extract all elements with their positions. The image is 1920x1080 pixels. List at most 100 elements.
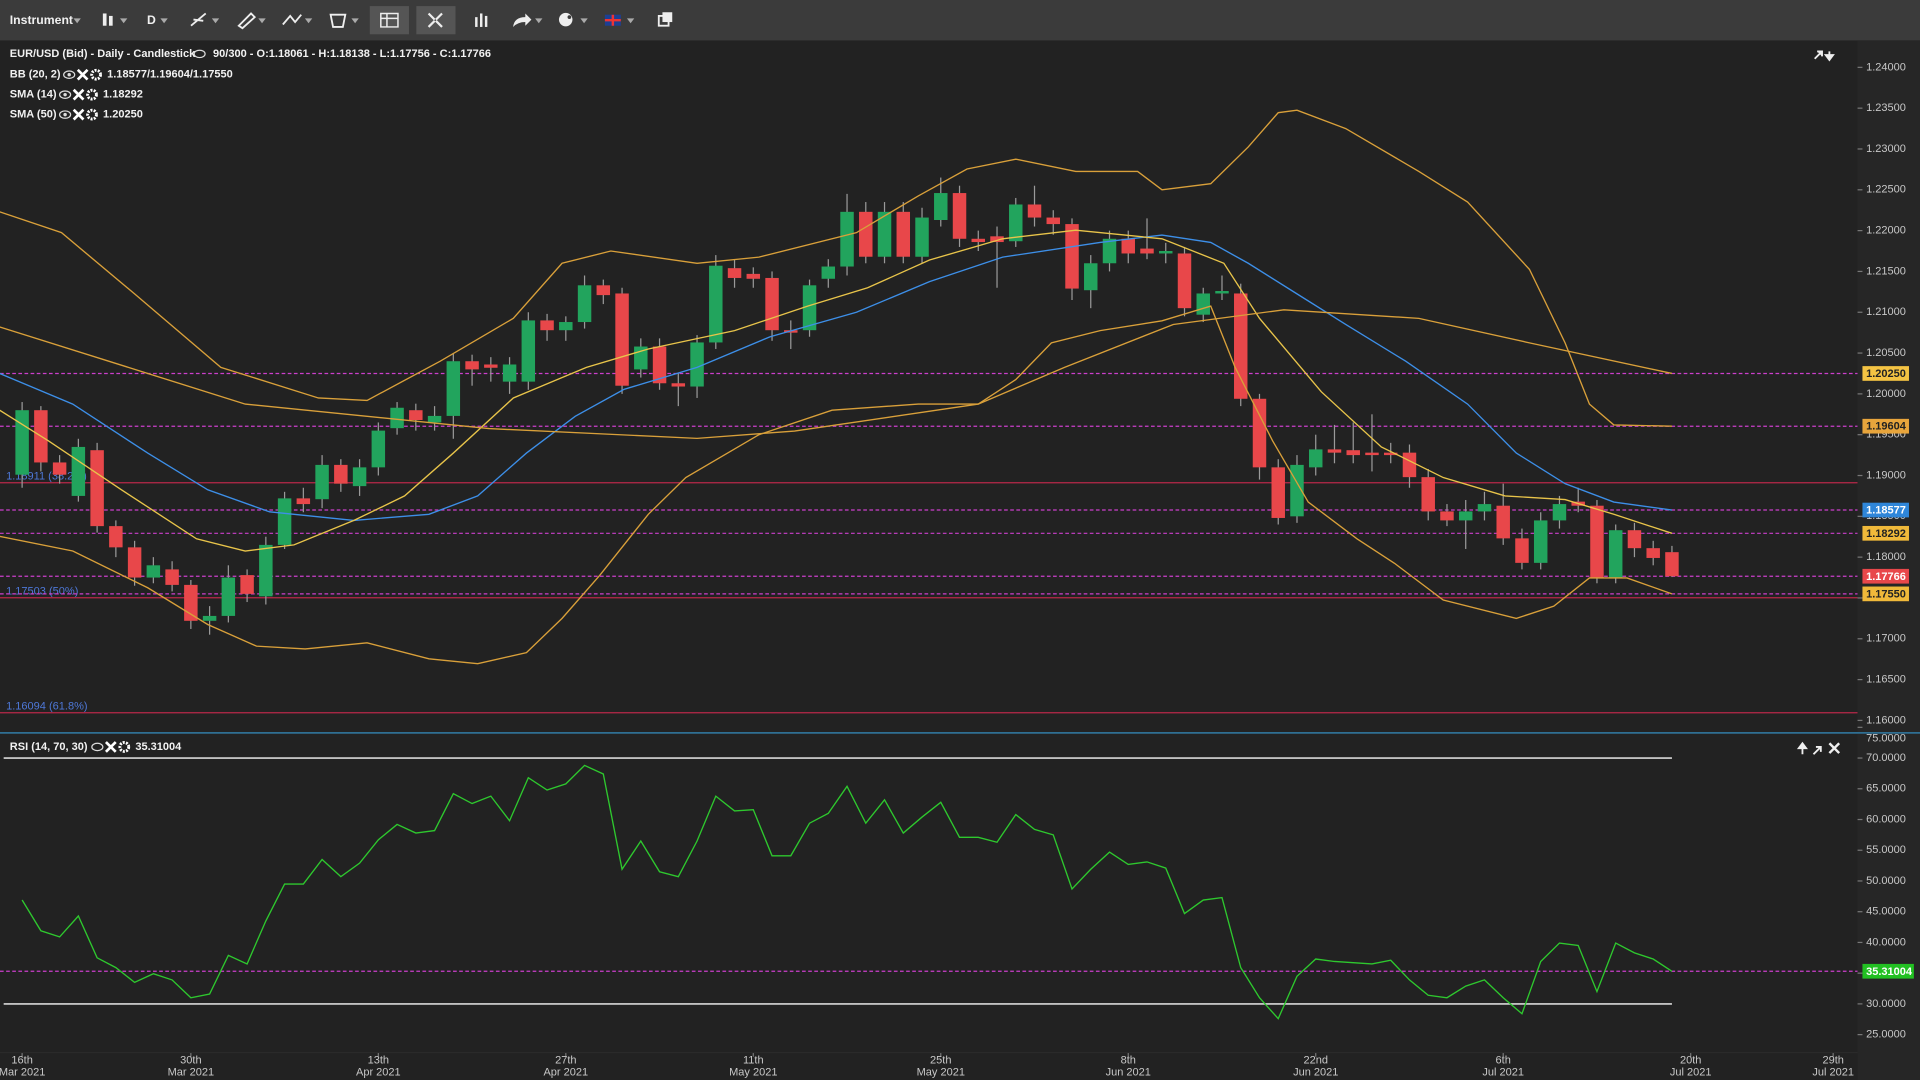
x-tick-sublabel: Mar 2021 [168, 1067, 215, 1079]
candle-body [109, 526, 123, 548]
draw-tool-button[interactable] [237, 12, 266, 30]
candle-body [1140, 248, 1154, 254]
candle-body [15, 410, 29, 475]
theme-button[interactable] [558, 12, 588, 27]
candle-body [521, 320, 536, 382]
candle-body [1196, 293, 1210, 315]
candle-body [709, 265, 723, 343]
x-tick-sublabel: Jun 2021 [1106, 1067, 1151, 1079]
fullscreen-button[interactable] [416, 6, 456, 35]
candle-body [90, 450, 104, 527]
visibility-icon[interactable] [193, 49, 206, 59]
pattern-tool-button[interactable] [282, 14, 313, 26]
candle-body [1440, 511, 1454, 521]
y-tick-label: 1.16000 [1866, 714, 1906, 726]
candle-body [1533, 520, 1548, 563]
candle-body [1402, 452, 1417, 478]
instrument-menu[interactable]: Instrument [10, 13, 73, 27]
visibility-icon[interactable] [58, 90, 72, 99]
level-tag [1862, 963, 1914, 979]
candle-body [1608, 530, 1623, 578]
visibility-icon[interactable] [91, 742, 104, 752]
y-tick-label: 1.21000 [1866, 306, 1906, 318]
candle-body [990, 236, 1004, 243]
line-tool-button[interactable] [190, 12, 220, 27]
candle-body [1102, 238, 1117, 264]
candle-body [1365, 452, 1379, 456]
candle-body [1665, 552, 1679, 577]
candle-body [596, 285, 611, 296]
candle-body [765, 277, 779, 331]
candle-body [127, 547, 142, 578]
settings-icon[interactable] [86, 88, 98, 101]
candle-body [1627, 530, 1642, 549]
x-tick-sublabel: Jul 2021 [1670, 1067, 1712, 1079]
remove-icon[interactable] [104, 741, 117, 753]
settings-icon[interactable] [118, 741, 131, 753]
layout-button[interactable] [369, 6, 409, 35]
x-tick-label: 13th [368, 1054, 389, 1066]
indicator-line [0, 309, 1673, 440]
y-tick-label: 45.0000 [1866, 906, 1906, 918]
candle-body [446, 361, 461, 416]
popout-button[interactable] [657, 12, 673, 27]
dropdown-arrow [160, 18, 168, 24]
y-tick-label: 1.24000 [1866, 61, 1906, 73]
candle-body [652, 346, 667, 384]
visibility-icon[interactable] [63, 70, 76, 79]
settings-icon[interactable] [90, 68, 102, 81]
share-button[interactable] [513, 13, 543, 27]
visibility-pupil [67, 72, 71, 77]
level-tag-label: 1.17550 [1866, 588, 1906, 600]
y-tick-label: 1.22000 [1866, 225, 1906, 237]
settings-icon[interactable] [86, 108, 98, 121]
y-tick-label: 65.0000 [1866, 783, 1906, 795]
period-menu[interactable]: D [147, 13, 156, 27]
level-tag-label: 1.20250 [1866, 368, 1906, 380]
visibility-icon[interactable] [58, 110, 72, 119]
price-axis [1857, 40, 1920, 1080]
candle-body [1383, 452, 1398, 456]
x-tick-sublabel: May 2021 [729, 1067, 777, 1079]
candle-body [52, 462, 67, 475]
y-tick-label: 1.17000 [1866, 633, 1906, 645]
visibility-pupil [63, 92, 67, 97]
indicator-button[interactable] [475, 13, 488, 27]
level-tag-label: 1.18577 [1866, 505, 1906, 517]
dropdown-arrow [73, 18, 81, 24]
candle-body [315, 464, 329, 500]
remove-icon[interactable] [72, 108, 85, 121]
candle-body [146, 565, 161, 578]
pane-controls[interactable] [1814, 50, 1835, 62]
rsi-pane-controls[interactable] [1796, 741, 1841, 755]
y-tick-label: 40.0000 [1866, 936, 1906, 948]
legend-name: SMA (50) [10, 109, 57, 121]
legend-value: 1.20250 [103, 109, 143, 121]
candle-body [240, 575, 254, 594]
legend-name: BB (20, 2) [10, 69, 61, 81]
candle-body [277, 498, 292, 545]
candle-body [671, 383, 686, 387]
candle-body [896, 211, 911, 257]
candle-body [559, 322, 573, 331]
candle-body [690, 342, 704, 387]
x-tick-label: 8th [1121, 1054, 1136, 1066]
toolbar [0, 0, 1920, 41]
candle-body [952, 193, 967, 239]
level-tag-label: 1.17766 [1866, 571, 1906, 583]
x-tick-sublabel: Apr 2021 [356, 1067, 401, 1079]
candle-body [1552, 504, 1567, 521]
candle-body [202, 615, 217, 621]
candle-body [877, 211, 892, 257]
y-tick-label: 1.20000 [1866, 388, 1906, 400]
candle-body [1421, 477, 1435, 512]
chart-type-button[interactable] [102, 13, 128, 26]
x-tick-sublabel: Jul 2021 [1812, 1067, 1854, 1079]
candle-body [540, 320, 554, 331]
remove-icon[interactable] [72, 88, 85, 101]
y-tick-label: 55.0000 [1866, 844, 1906, 856]
y-tick-label: 1.23500 [1866, 102, 1906, 114]
delete-tool-button[interactable] [329, 13, 359, 28]
language-button[interactable] [604, 14, 635, 26]
remove-icon[interactable] [76, 68, 89, 81]
